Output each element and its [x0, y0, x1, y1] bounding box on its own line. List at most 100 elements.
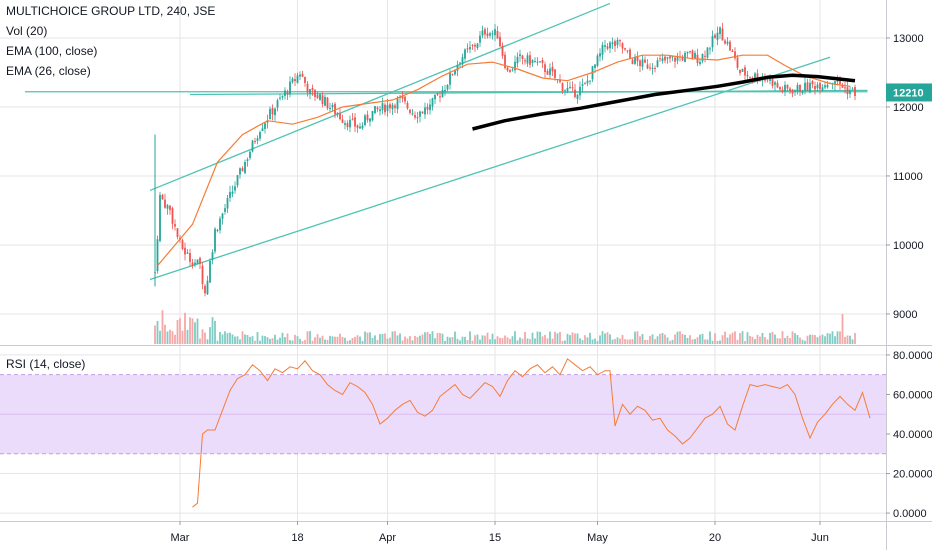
candle-body	[301, 73, 304, 77]
candle-body	[354, 117, 356, 127]
candle-body	[524, 60, 526, 62]
volume-bar	[426, 331, 429, 344]
candle-body	[819, 82, 821, 90]
candle-body	[271, 107, 274, 115]
candle-body	[159, 194, 161, 242]
candle-body	[801, 91, 804, 94]
candle-body	[289, 81, 291, 95]
volume-bar	[509, 338, 511, 344]
symbol-title[interactable]: MULTICHOICE GROUP LTD, 240, JSE	[6, 4, 216, 18]
candle-body	[611, 42, 614, 45]
volume-bar	[399, 333, 401, 344]
candle-body	[204, 285, 206, 294]
candle-body	[436, 92, 439, 95]
volume-bar	[421, 334, 424, 344]
price-tick-label: 13000	[893, 33, 924, 45]
candle-body	[276, 100, 279, 108]
candle-body	[586, 80, 589, 84]
indicator-volume-label[interactable]: Vol (20)	[6, 24, 48, 38]
indicator-ema26-label[interactable]: EMA (26, close)	[6, 64, 91, 78]
volume-bar	[729, 334, 731, 344]
volume-bar	[446, 336, 449, 344]
volume-bar	[626, 339, 629, 344]
candle-body	[814, 85, 816, 90]
candle-body	[574, 89, 576, 97]
candle-body	[239, 168, 241, 175]
trendlines[interactable]	[25, 2, 868, 281]
volume-bar	[419, 335, 421, 344]
volume-bar	[634, 331, 636, 344]
rsi-tick-label: 0.0000	[893, 508, 927, 520]
candle-body	[474, 44, 476, 47]
volume-bar	[804, 340, 806, 344]
candle-body	[299, 74, 301, 77]
volume-bar	[526, 338, 529, 344]
volume-bar	[756, 334, 759, 344]
volume-bar	[369, 332, 371, 344]
volume-bar	[719, 340, 721, 344]
volume-bar	[529, 339, 531, 344]
volume-bar	[641, 334, 644, 344]
candle-body	[811, 81, 814, 85]
volume-bar	[304, 340, 306, 344]
candle-body	[734, 51, 736, 59]
volume-bar	[284, 337, 286, 344]
volume-bar	[559, 331, 561, 344]
candle-body	[824, 85, 826, 88]
volume-bar	[499, 337, 501, 344]
candle-body	[454, 70, 456, 75]
candle-body	[329, 107, 331, 110]
volume-bar	[589, 332, 591, 344]
candle-body	[394, 105, 396, 108]
candle-body	[566, 87, 569, 91]
candle-body	[536, 61, 539, 63]
volume-bar	[579, 338, 581, 344]
indicator-ema100-label[interactable]: EMA (100, close)	[6, 44, 98, 58]
volume-bar	[239, 339, 241, 344]
candle-body	[646, 64, 649, 69]
candle-body	[661, 58, 664, 62]
volume-bar	[566, 333, 569, 344]
volume-bar	[254, 340, 256, 344]
candle-body	[506, 67, 509, 71]
candle-body	[331, 104, 334, 108]
candle-body	[584, 83, 586, 85]
ema100-line	[472, 73, 856, 131]
volume-bar	[484, 335, 486, 344]
candle-body	[234, 186, 236, 191]
candle-body	[771, 78, 774, 86]
candle-body	[686, 51, 689, 54]
candle-body	[181, 240, 184, 249]
volume-bar	[221, 334, 224, 344]
trendline	[149, 2, 611, 192]
candle-body	[461, 57, 464, 65]
volume-bar	[339, 333, 341, 344]
candle-body	[396, 98, 399, 110]
candle-body	[581, 84, 584, 86]
volume-bar	[821, 334, 824, 344]
volume-bar	[489, 339, 491, 344]
volume-bar	[314, 337, 316, 344]
volume-bar	[784, 337, 786, 344]
candle-body	[364, 115, 366, 126]
volume-bar	[524, 331, 526, 344]
candle-body	[336, 112, 339, 115]
volume-bar	[321, 335, 324, 344]
volume-bar	[674, 334, 676, 344]
volume-bar	[379, 334, 381, 344]
candle-body	[744, 67, 746, 76]
candle-body	[504, 54, 506, 68]
volume-bar	[739, 333, 741, 344]
volume-bar	[569, 335, 571, 344]
rsi-tick-label: 40.0000	[893, 429, 932, 441]
volume-bar	[311, 340, 314, 344]
volume-bar	[791, 331, 794, 344]
candle-body	[821, 87, 824, 91]
volume-bar	[774, 334, 776, 344]
volume-bar	[346, 340, 349, 344]
volume-bar	[356, 335, 359, 344]
rsi-legend[interactable]: RSI (14, close)	[6, 357, 86, 371]
volume-bar	[809, 334, 811, 344]
volume-bar	[189, 317, 191, 344]
